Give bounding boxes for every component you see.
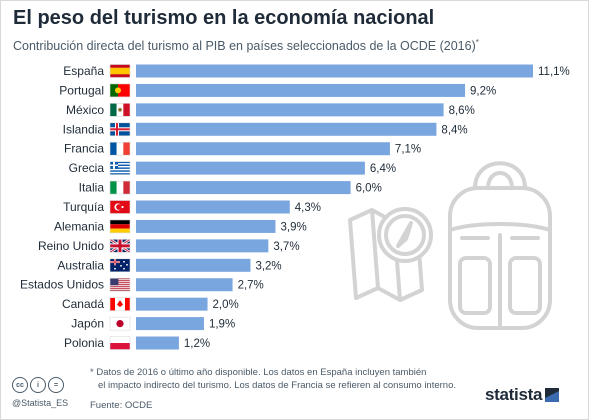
category-label: España xyxy=(63,64,104,78)
value-label: 3,7% xyxy=(273,241,299,253)
bar xyxy=(136,142,390,156)
footnote-line-2: el impacto indirecto del turismo. Los da… xyxy=(98,380,457,391)
bar-chart: España 11,1% Portugal 9,2% México 8,6% Islandi… xyxy=(20,64,570,350)
category-label: Portugal xyxy=(59,83,104,97)
value-label: 7,1% xyxy=(395,144,421,156)
value-label: 6,4% xyxy=(370,163,396,175)
chart-subtitle: Contribución directa del turismo al PIB … xyxy=(13,38,479,53)
bar xyxy=(136,317,204,331)
flag-japan-icon xyxy=(109,316,131,331)
subtitle-text: Contribución directa del turismo al PIB … xyxy=(13,39,476,54)
category-label: Italia xyxy=(79,181,105,195)
value-label: 9,2% xyxy=(470,85,496,97)
bar xyxy=(136,336,179,350)
flag-australia-icon xyxy=(109,258,131,273)
flag-iceland-icon xyxy=(109,122,131,137)
bar xyxy=(136,219,276,233)
flag-canada-icon xyxy=(109,297,131,311)
flag-greece-icon xyxy=(109,161,131,175)
travel-illustration-icon xyxy=(348,161,552,330)
flag-spain-icon xyxy=(109,64,131,78)
value-label: 4,3% xyxy=(295,202,321,214)
creative-commons-icon: cc xyxy=(12,377,28,393)
no-derivatives-icon: = xyxy=(48,377,64,393)
category-label: Australia xyxy=(57,258,104,272)
twitter-handle: @Statista_ES xyxy=(12,398,69,408)
value-label: 11,1% xyxy=(538,66,570,78)
flag-turkey-icon xyxy=(109,200,131,214)
value-label: 1,2% xyxy=(184,338,210,350)
bar xyxy=(136,200,290,214)
backpack-icon xyxy=(448,161,552,330)
category-label: Francia xyxy=(64,142,104,156)
category-label: Reino Unido xyxy=(38,239,104,253)
category-label: Alemania xyxy=(54,219,104,233)
bar xyxy=(136,181,351,195)
license-badges: cc i = xyxy=(12,377,64,393)
flag-poland-icon xyxy=(109,336,131,350)
value-label: 6,0% xyxy=(356,183,382,195)
category-label: Turquía xyxy=(63,200,104,214)
bar xyxy=(136,161,365,175)
category-label: Japón xyxy=(71,317,104,331)
statista-logo: statista xyxy=(485,385,560,405)
bar xyxy=(136,64,533,78)
statista-mark-icon xyxy=(545,388,560,402)
category-label: Grecia xyxy=(69,161,105,175)
flag-portugal-icon xyxy=(109,83,131,98)
flag-mexico-icon xyxy=(109,103,131,117)
value-label: 3,9% xyxy=(280,221,306,233)
flag-united-states-icon xyxy=(109,277,131,292)
category-label: México xyxy=(66,103,104,117)
flag-united-kingdom-icon xyxy=(109,238,131,254)
source-label: Fuente: OCDE xyxy=(90,400,153,411)
bar xyxy=(136,122,437,136)
bar xyxy=(136,83,466,97)
value-label: 8,6% xyxy=(449,105,475,117)
category-label: Estados Unidos xyxy=(20,278,104,292)
flag-france-icon xyxy=(109,141,131,156)
bar xyxy=(136,258,251,272)
value-label: 3,2% xyxy=(255,260,281,272)
category-label: Islandia xyxy=(63,122,105,136)
flag-germany-icon xyxy=(109,219,131,234)
category-label: Canadá xyxy=(62,297,104,311)
value-label: 2,7% xyxy=(238,280,264,292)
value-label: 1,9% xyxy=(209,319,235,331)
subtitle-footnote-mark: * xyxy=(475,38,479,47)
category-label: Polonia xyxy=(64,336,104,350)
brand-name: statista xyxy=(485,385,543,404)
bar xyxy=(136,239,269,253)
flag-italy-icon xyxy=(109,180,131,195)
value-label: 2,0% xyxy=(213,299,239,311)
bar xyxy=(136,103,444,117)
chart-title: El peso del turismo en la economía nacio… xyxy=(13,7,435,29)
footnote: * Datos de 2016 o último año disponible.… xyxy=(90,366,456,392)
value-label: 8,4% xyxy=(441,124,467,136)
attribution-icon: i xyxy=(30,377,46,393)
footnote-line-1: * Datos de 2016 o último año disponible.… xyxy=(90,367,427,378)
bar xyxy=(136,297,208,311)
bar xyxy=(136,278,233,292)
compass-icon xyxy=(377,207,433,263)
